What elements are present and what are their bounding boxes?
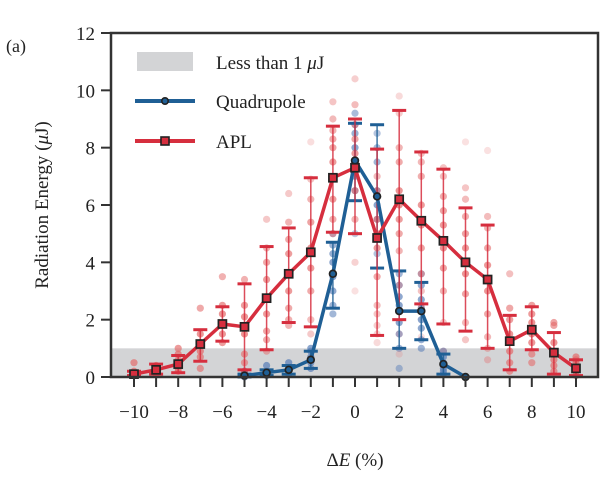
apl-mean-marker [526,324,537,335]
legend-swatch-quadrupole-marker [161,97,170,106]
x-tick-label: −4 [256,402,277,423]
legend-label-apl: APL [216,132,252,153]
x-tick-label: 10 [567,402,586,423]
y-tick-label: 4 [86,253,96,274]
apl-sample-point [461,184,470,192]
apl-mean-marker [305,247,316,258]
apl-sample-point [196,364,204,372]
apl-mean-marker [350,162,360,173]
apl-sample-point [263,215,271,223]
apl-sample-point [461,195,470,203]
apl-mean-marker [460,257,471,268]
apl-sample-point [484,146,492,155]
quadrupole-mean-marker [417,306,426,316]
apl-sample-point [329,98,337,106]
x-axis-label: ΔE (%) [326,450,383,471]
quadrupole-sample-point [263,361,271,370]
legend: Less than 1 μJ Quadrupole APL [135,52,324,153]
quadrupole-mean-marker [262,368,271,377]
apl-mean-marker [151,364,161,375]
legend-swatch-apl-marker [160,136,170,146]
x-tick-label: −10 [119,402,149,423]
y-tick-label: 2 [86,311,96,332]
y-tick-label: 0 [86,368,96,389]
apl-sample-point [351,75,359,83]
y-tick-label: 10 [76,81,95,102]
x-tick-label: −8 [168,402,188,423]
x-tick-label: 0 [350,402,360,423]
x-tick-label: 8 [527,402,537,423]
quadrupole-mean-marker [328,269,338,279]
apl-mean-marker [416,215,427,226]
quadrupole-sample-point [329,310,337,318]
quadrupole-mean-marker [394,306,404,316]
apl-mean-marker [394,194,405,205]
apl-mean-marker [239,321,250,332]
apl-sample-point [373,339,381,347]
y-tick-label: 12 [76,24,95,45]
x-tick-label: 2 [394,402,404,423]
apl-sample-point [174,344,182,352]
x-tick-label: 4 [439,402,449,423]
quadrupole-mean-marker [284,365,293,375]
y-axis-label: Radiation Energy (μJ) [32,121,53,289]
apl-sample-point [550,318,558,327]
apl-sample-point [285,189,293,198]
legend-label-band: Less than 1 μJ [216,53,324,74]
x-tick-label: −6 [212,402,232,423]
quadrupole-sample-point [351,109,359,117]
apl-mean-marker [482,274,493,285]
apl-sample-point [395,350,403,358]
apl-mean-marker [438,235,449,246]
quadrupole-mean-marker [372,192,382,201]
apl-mean-marker [549,347,559,358]
apl-sample-point [506,270,514,278]
apl-sample-point [240,275,249,284]
y-tick-label: 8 [86,139,96,160]
apl-sample-point [351,258,359,266]
apl-sample-point [196,304,204,312]
apl-mean-marker [173,359,184,369]
apl-sample-point [395,92,403,100]
apl-sample-point [130,359,138,367]
apl-mean-marker [571,363,581,374]
apl-mean-marker [261,293,272,304]
apl-mean-marker [504,336,515,347]
x-tick-label: −2 [301,402,321,423]
apl-sample-point [461,336,470,344]
apl-mean-marker [283,268,294,279]
apl-mean-marker [372,233,382,243]
apl-sample-point [528,359,536,367]
apl-sample-point [218,273,226,281]
apl-mean-marker [195,339,206,349]
apl-sample-point [307,330,315,338]
x-tick-label: 6 [483,402,493,423]
quadrupole-mean-marker [306,355,316,365]
apl-sample-point [461,138,470,146]
quadrupole-mean-marker [439,359,448,369]
apl-sample-point [351,101,359,109]
y-tick-label: 6 [86,196,96,217]
apl-sample-point [285,218,293,226]
apl-sample-point [506,304,514,312]
apl-mean-marker [328,172,338,183]
quadrupole-sample-point [395,364,403,372]
apl-sample-point [528,350,536,358]
quadrupole-sample-point [417,344,425,352]
apl-sample-point [484,356,492,364]
apl-sample-point [329,115,337,123]
panel-label: (a) [6,36,26,57]
apl-sample-point [484,212,492,221]
legend-label-quadrupole: Quadrupole [216,92,306,113]
apl-sample-point [307,138,315,146]
apl-mean-marker [217,319,228,329]
legend-swatch-band [137,52,193,71]
apl-sample-point [351,287,359,295]
